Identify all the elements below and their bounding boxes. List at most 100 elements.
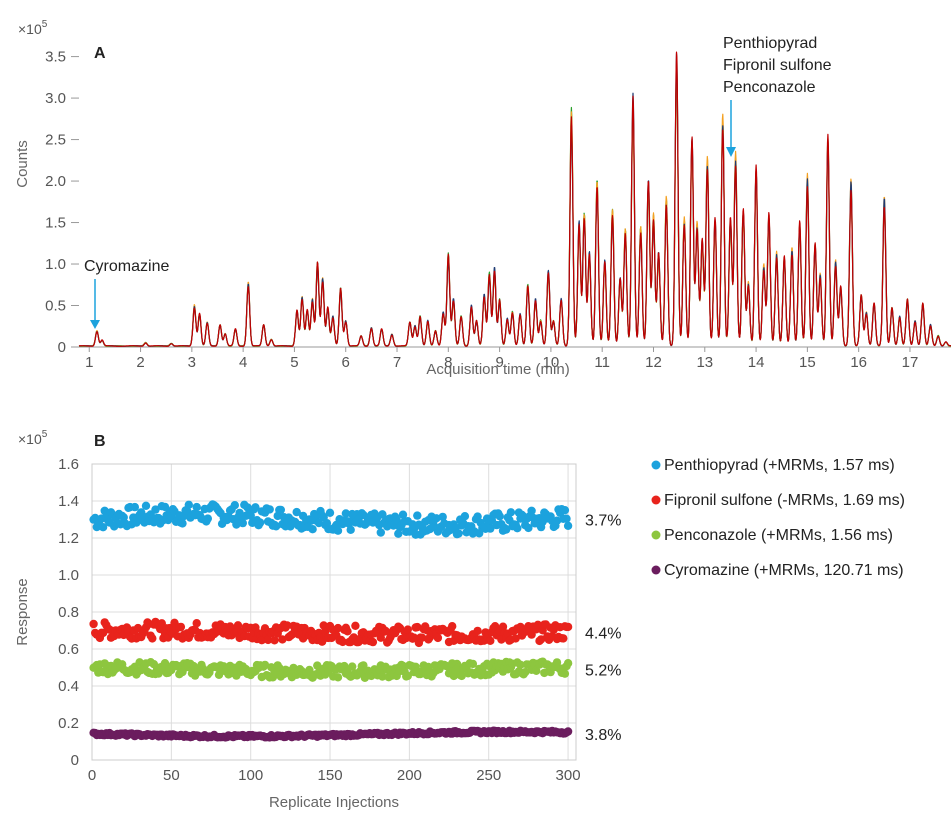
panel-a-y-tick-label: 2.0 xyxy=(45,173,66,190)
scatter-point xyxy=(148,634,157,643)
scatter-point xyxy=(230,501,239,510)
scatter-point xyxy=(394,529,403,538)
panel-b: ×105 B 0 0.2 0.4 0.6 0.8 1.0 1.2 1.4 1.6 0 50 100 1… xyxy=(14,429,905,811)
legend-label: Penconazole (+MRMs, 1.56 ms) xyxy=(664,527,893,544)
scatter-point xyxy=(468,659,478,669)
scatter-point xyxy=(562,514,571,523)
scatter-point xyxy=(283,621,292,630)
scatter-point xyxy=(314,518,324,528)
panel-a-x-tick-label: 4 xyxy=(239,354,247,371)
panel-b-y-tick-label: 0.4 xyxy=(58,678,79,695)
panel-b-rsd-labels: 3.7% 4.4% 5.2% 3.8% xyxy=(585,513,621,745)
panel-a-letter: A xyxy=(94,45,106,62)
rsd-label: 3.7% xyxy=(585,513,621,530)
scatter-point xyxy=(192,619,201,628)
panel-b-points xyxy=(89,500,573,742)
scatter-point xyxy=(560,506,570,515)
panel-a-y-axis-title: Counts xyxy=(14,140,31,188)
scatter-point xyxy=(513,524,522,533)
legend-marker xyxy=(651,565,661,575)
scatter-point xyxy=(473,512,482,521)
scatter-point xyxy=(137,508,146,517)
panel-a-x-tick-label: 11 xyxy=(594,354,610,371)
scatter-point xyxy=(533,620,543,629)
panel-b-x-tick-label: 250 xyxy=(476,767,501,784)
panel-a-y-tick-label: 0 xyxy=(58,339,66,356)
scatter-point xyxy=(536,635,546,644)
panel-a-scale-label: ×105 xyxy=(18,19,48,37)
panel-b-y-ticks: 0 0.2 0.4 0.6 0.8 1.0 1.2 1.4 1.6 xyxy=(58,456,79,769)
scatter-point xyxy=(368,637,378,647)
panel-a-x-axis-title: Acquisition time (min) xyxy=(426,361,569,378)
scatter-point xyxy=(160,502,170,512)
panel-b-x-tick-label: 300 xyxy=(556,767,581,784)
panel-a-x-tick-label: 17 xyxy=(902,354,919,371)
scatter-point xyxy=(246,511,255,520)
panel-b-plot-frame xyxy=(91,463,577,761)
scatter-point xyxy=(560,669,570,678)
scatter-point xyxy=(271,522,281,531)
scatter-point xyxy=(448,622,457,631)
scatter-point xyxy=(333,526,343,535)
scatter-point xyxy=(516,660,525,669)
series-2-points xyxy=(89,657,573,682)
panel-b-y-tick-label: 1.4 xyxy=(58,493,79,510)
panel-b-grid xyxy=(91,463,577,761)
scatter-point xyxy=(498,622,508,631)
scatter-point xyxy=(376,528,385,537)
panel-a-x-tick-label: 7 xyxy=(393,354,401,371)
panel-b-x-tick-label: 50 xyxy=(163,767,180,784)
panel-a-y-tick-label: 1.0 xyxy=(45,256,66,273)
panel-b-letter: B xyxy=(94,433,106,450)
panel-b-y-tick-label: 1.0 xyxy=(58,567,79,584)
scatter-point xyxy=(348,662,357,671)
panel-b-y-tick-label: 1.2 xyxy=(58,530,79,547)
scatter-point xyxy=(192,502,201,512)
scatter-point xyxy=(238,518,247,528)
panel-a-y-tick-label: 3.0 xyxy=(45,90,66,107)
rsd-label: 5.2% xyxy=(585,662,621,679)
scatter-point xyxy=(457,671,466,681)
panel-b-y-tick-label: 0 xyxy=(71,752,79,769)
panel-b-x-ticks: 0 50 100 150 200 250 300 xyxy=(88,767,581,784)
panel-a-y-tick-label: 3.5 xyxy=(45,49,66,66)
scatter-point xyxy=(260,660,270,670)
scatter-point xyxy=(403,625,412,634)
scatter-point xyxy=(333,623,343,633)
scatter-point xyxy=(438,512,447,522)
scatter-point xyxy=(524,523,533,533)
trace-orange xyxy=(78,69,951,347)
panel-a-y-tick-label: 2.5 xyxy=(45,132,66,149)
series-0-points xyxy=(89,500,573,539)
panel-a-y-tick-label: 1.5 xyxy=(45,215,66,232)
scatter-point xyxy=(308,525,317,534)
scatter-point xyxy=(338,637,347,647)
scatter-point xyxy=(486,524,495,533)
scatter-point xyxy=(417,633,427,642)
scatter-point xyxy=(502,525,511,534)
scatter-point xyxy=(263,635,273,645)
panel-b-y-axis-title: Response xyxy=(14,578,31,646)
annotation-cyromazine: Cyromazine xyxy=(84,258,169,275)
panel-a-y-tick-label: 0.5 xyxy=(45,298,66,315)
legend-marker xyxy=(651,530,661,540)
panel-b-y-tick-label: 0.8 xyxy=(58,604,79,621)
scatter-point xyxy=(276,505,285,515)
panel-a-x-tick-label: 2 xyxy=(136,354,144,371)
scatter-point xyxy=(378,672,387,681)
panel-a-traces xyxy=(78,51,951,347)
scatter-point xyxy=(351,621,360,630)
scatter-point xyxy=(403,671,412,681)
scatter-point xyxy=(433,633,443,643)
panel-b-x-tick-label: 0 xyxy=(88,767,96,784)
scatter-point xyxy=(563,622,573,632)
scatter-point xyxy=(563,521,573,530)
trace-green xyxy=(78,64,951,347)
scatter-point xyxy=(559,634,568,643)
scatter-point xyxy=(521,668,530,677)
legend-label: Penthiopyrad (+MRMs, 1.57 ms) xyxy=(664,457,895,474)
panel-b-y-tick-label: 1.6 xyxy=(58,456,79,473)
scatter-point xyxy=(359,661,368,670)
scatter-point xyxy=(130,502,139,512)
